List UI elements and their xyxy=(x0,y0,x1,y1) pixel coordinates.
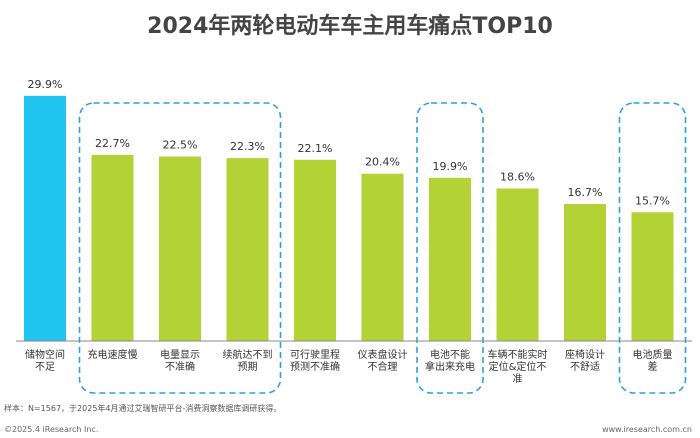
bar-6 xyxy=(429,177,471,341)
category-label-7: 车辆不能实时 定位&定位不 准 xyxy=(487,350,548,385)
category-label-0: 储物空间 不足 xyxy=(25,350,65,373)
category-label-5: 仪表盘设计 不合理 xyxy=(357,350,408,373)
value-label-9: 15.7% xyxy=(635,194,670,207)
highlight-box-0 xyxy=(78,102,282,394)
bar-9 xyxy=(631,212,674,341)
bar-3 xyxy=(226,158,269,341)
value-label-4: 22.1% xyxy=(298,142,333,155)
category-label-3: 续航达不到 预期 xyxy=(222,350,273,373)
bar-2 xyxy=(159,156,201,341)
bar-8 xyxy=(564,204,606,341)
value-label-3: 22.3% xyxy=(230,140,265,153)
chart-title: 2024年两轮电动车车主用车痛点TOP10 xyxy=(147,14,553,39)
bar-5 xyxy=(361,173,404,341)
category-label-6: 电池不能 拿出来充电 xyxy=(425,350,475,373)
category-label-4: 可行驶里程 预测不准确 xyxy=(290,350,340,373)
category-label-8: 座椅设计 不舒适 xyxy=(565,350,605,373)
category-label-2: 电量显示 不准确 xyxy=(160,350,200,373)
value-label-5: 20.4% xyxy=(365,156,400,169)
bar-4 xyxy=(294,159,336,341)
value-label-8: 16.7% xyxy=(568,186,603,199)
bar-7 xyxy=(496,188,539,341)
bar-1 xyxy=(91,154,134,341)
value-label-7: 18.6% xyxy=(500,170,535,183)
copyright: ©2025.4 iResearch Inc. xyxy=(4,425,99,434)
value-label-1: 22.7% xyxy=(95,137,130,150)
category-label-1: 充电速度慢 xyxy=(87,350,138,361)
highlight-box-1 xyxy=(416,102,484,394)
value-label-6: 19.9% xyxy=(433,160,468,173)
highlight-box-2 xyxy=(618,102,687,394)
value-label-0: 29.9% xyxy=(28,78,63,91)
website: www.iresearch.com.cn xyxy=(602,425,692,434)
bar-0 xyxy=(24,95,66,341)
category-label-9: 电池质量 差 xyxy=(632,350,673,373)
sample-note: 样本：N=1567，于2025年4月通过艾瑞智研平台-消费洞察数据库调研获得。 xyxy=(4,404,282,413)
value-label-2: 22.5% xyxy=(163,139,198,152)
